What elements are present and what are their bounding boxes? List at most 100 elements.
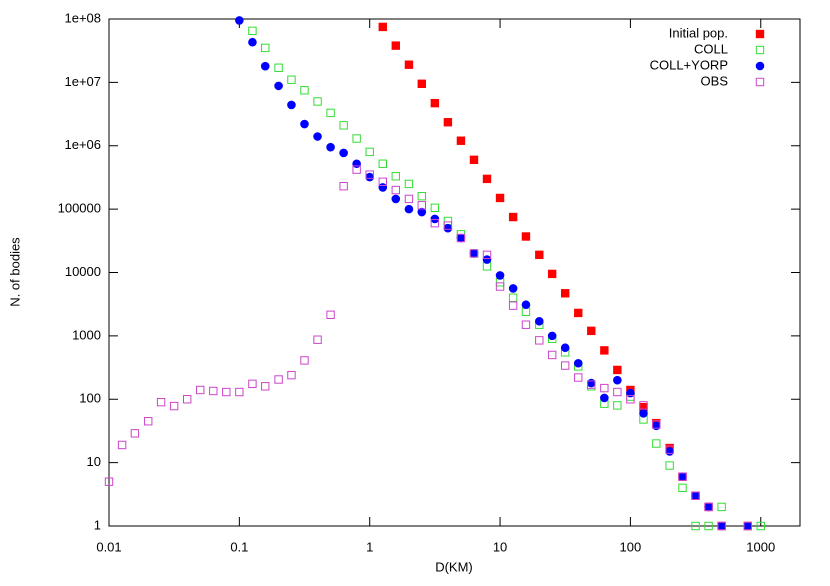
point	[508, 284, 518, 293]
point	[547, 350, 557, 360]
y-tick-label: 10000	[65, 264, 101, 279]
point	[535, 250, 544, 260]
point	[430, 214, 440, 224]
point	[182, 395, 192, 404]
point	[378, 183, 388, 192]
point	[456, 136, 466, 145]
point	[482, 174, 492, 184]
point	[717, 521, 726, 531]
point	[521, 300, 531, 310]
y-tick-label: 10	[87, 454, 101, 469]
point	[717, 502, 726, 512]
point	[339, 148, 348, 158]
point	[574, 308, 583, 318]
point	[417, 191, 427, 201]
point	[613, 375, 622, 385]
point	[417, 79, 427, 88]
point	[600, 346, 609, 355]
point	[235, 387, 244, 397]
point	[613, 387, 622, 397]
point	[665, 445, 674, 454]
y-tick-label: 1e+06	[64, 137, 101, 152]
point	[521, 307, 531, 316]
point	[261, 382, 270, 391]
point	[521, 320, 531, 329]
y-tick-label: 1	[94, 517, 101, 532]
point	[417, 201, 427, 210]
legend-marker	[755, 77, 765, 87]
point	[691, 491, 700, 500]
point	[144, 417, 153, 426]
point	[613, 401, 622, 410]
point	[169, 401, 179, 411]
point	[443, 216, 453, 226]
point	[313, 97, 322, 106]
point	[248, 37, 257, 47]
legend-label: OBS	[701, 73, 729, 88]
point	[274, 375, 283, 384]
point	[665, 447, 674, 456]
point	[300, 86, 309, 95]
point	[209, 386, 218, 396]
point	[339, 182, 348, 191]
legend-marker	[755, 45, 765, 55]
point	[652, 420, 661, 429]
plot-frame	[108, 18, 801, 527]
point	[456, 233, 466, 243]
point	[678, 472, 687, 481]
point	[430, 203, 440, 212]
point	[652, 439, 661, 448]
point	[300, 356, 309, 365]
point	[352, 165, 361, 174]
point	[717, 521, 726, 531]
point	[300, 119, 309, 129]
legend-marker	[755, 61, 765, 71]
point	[326, 108, 335, 118]
y-axis-label: N. of bodies	[7, 237, 22, 307]
point	[704, 521, 713, 531]
point	[508, 212, 518, 222]
point	[704, 502, 713, 512]
point	[130, 429, 140, 438]
point	[678, 483, 687, 493]
x-tick-label: 10	[493, 539, 507, 554]
point	[495, 271, 505, 280]
point	[365, 172, 375, 182]
point	[456, 233, 466, 243]
point	[482, 250, 492, 260]
point	[743, 521, 753, 531]
y-tick-label: 100	[79, 391, 101, 406]
point	[391, 194, 401, 204]
point	[547, 269, 557, 279]
point	[104, 477, 114, 486]
legend-label: Initial pop.	[669, 25, 728, 40]
point	[261, 43, 270, 53]
point	[378, 159, 387, 168]
point	[196, 385, 205, 395]
point	[586, 378, 596, 388]
point	[560, 361, 570, 370]
point	[260, 61, 270, 71]
point	[117, 440, 127, 450]
point	[704, 502, 713, 512]
point	[287, 100, 296, 110]
point	[443, 221, 453, 230]
point	[560, 343, 570, 353]
point	[469, 155, 479, 165]
x-tick-label: 1	[366, 539, 373, 554]
point	[391, 185, 400, 195]
y-tick-label: 1e+07	[64, 74, 101, 89]
point	[326, 310, 335, 320]
point	[678, 472, 687, 481]
y-tick-label: 1e+08	[64, 10, 101, 25]
point	[521, 232, 531, 241]
point	[443, 118, 453, 127]
point	[365, 147, 374, 157]
point	[430, 98, 440, 108]
point	[156, 397, 166, 407]
legend-label: COLL+YORP	[650, 57, 728, 72]
point	[600, 383, 609, 393]
point	[287, 75, 296, 84]
point	[313, 335, 322, 344]
point	[665, 461, 674, 470]
